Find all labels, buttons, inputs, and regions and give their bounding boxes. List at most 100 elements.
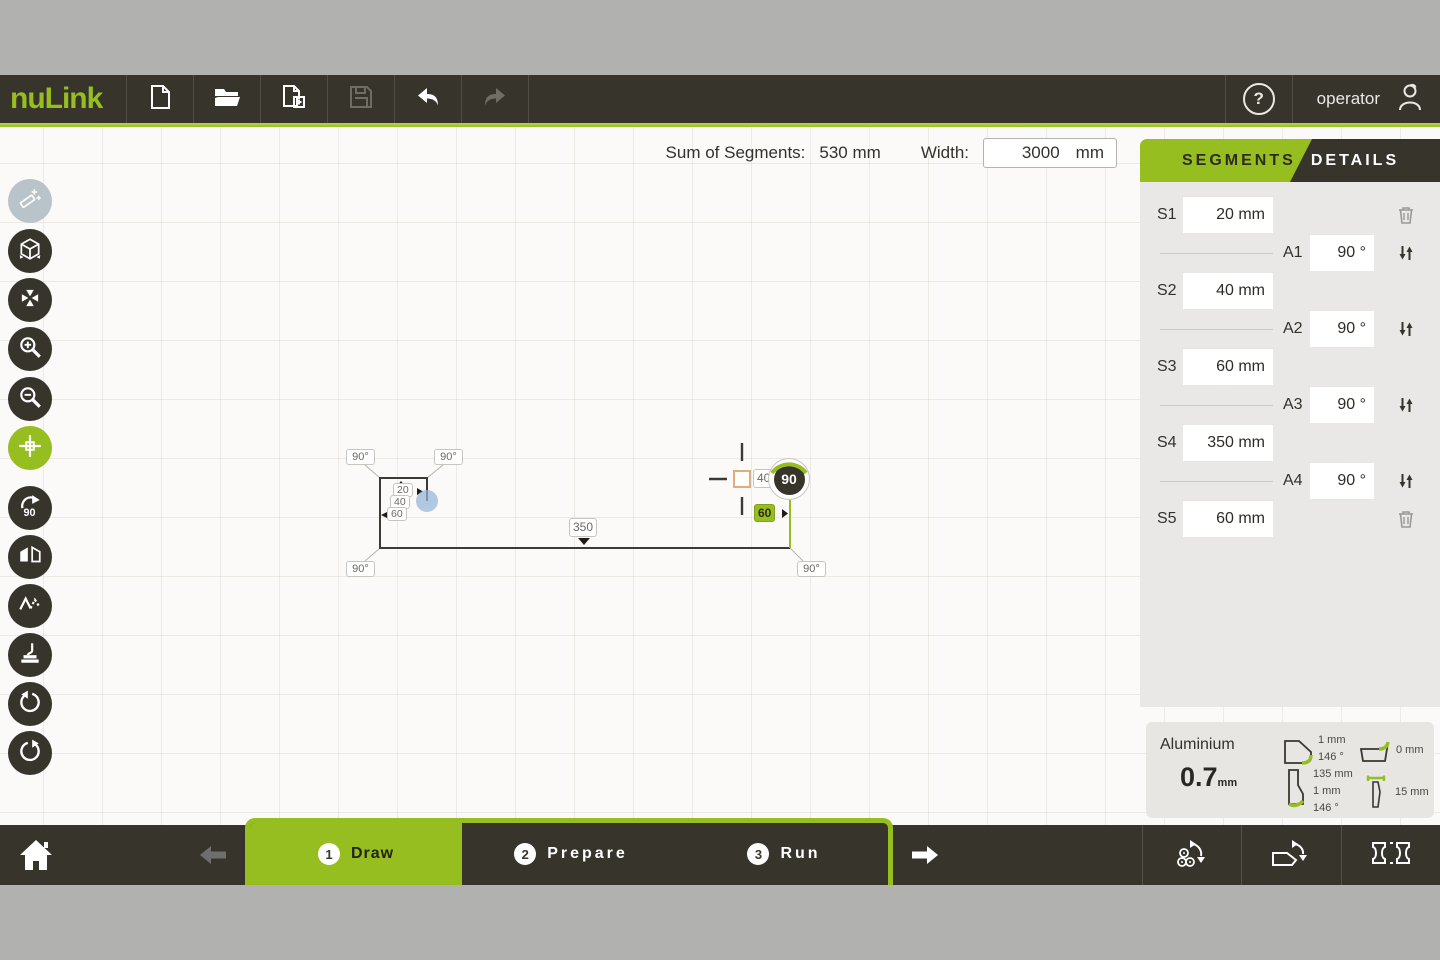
segment-row-s4: S4 350 mm xyxy=(1140,425,1440,461)
counter-tool-values: 0 mm xyxy=(1396,744,1424,756)
step-label: Prepare xyxy=(547,845,628,862)
app-window: nuLink xyxy=(0,75,1440,885)
corner-angle-callout: 90° xyxy=(797,561,826,577)
segment-row-s3: S3 60 mm xyxy=(1140,349,1440,385)
flip-angle-button[interactable] xyxy=(1394,393,1418,417)
step-label: Run xyxy=(780,845,821,862)
angle-id: A3 xyxy=(1283,396,1303,413)
home-icon xyxy=(18,840,54,876)
segment-length-input[interactable]: 40 mm xyxy=(1183,273,1273,309)
feed-rollers-button[interactable] xyxy=(1143,825,1241,885)
rotate-ccw-button[interactable] xyxy=(8,682,52,726)
machine-actions xyxy=(1142,825,1440,885)
rotate-cw-button[interactable] xyxy=(8,731,52,775)
segments-panel: DETAILS SEGMENTS S1 20 mm A1 90 ° xyxy=(1140,139,1440,707)
gauge-tool-icon xyxy=(1365,774,1387,815)
width-value: 3000 xyxy=(1021,143,1060,162)
upper-tool-icon xyxy=(1282,738,1314,771)
zoom-out-button[interactable] xyxy=(8,377,52,421)
sum-of-segments-label: Sum of Segments: xyxy=(665,143,806,162)
corner-angle-callout: 90° xyxy=(346,449,375,465)
segment-length-input[interactable]: 350 mm xyxy=(1183,425,1273,461)
segment-length-input[interactable]: 20 mm xyxy=(1183,197,1273,233)
tool-setup-button[interactable] xyxy=(1340,825,1440,885)
flip-angle-button[interactable] xyxy=(1394,317,1418,341)
flip-angle-button[interactable] xyxy=(1394,469,1418,493)
step-number-badge: 3 xyxy=(747,843,770,865)
toggle-bend-direction-button[interactable] xyxy=(8,584,52,628)
back-arrow-icon xyxy=(198,846,228,871)
redo-icon xyxy=(482,85,508,114)
segment-id: S5 xyxy=(1157,510,1177,527)
segment-id: S4 xyxy=(1157,434,1177,451)
press-tool-button[interactable] xyxy=(8,633,52,677)
user-menu[interactable]: operator xyxy=(1293,75,1440,123)
angle-row-a3: A3 90 ° xyxy=(1140,387,1440,423)
svg-text:90: 90 xyxy=(24,506,36,518)
tool-stations-icon xyxy=(1371,840,1411,871)
sum-of-segments-value: 530 mm xyxy=(819,143,881,162)
upper-tool-values: 1 mm 146 ° xyxy=(1318,734,1346,763)
save-icon xyxy=(349,85,373,114)
next-step-button[interactable] xyxy=(910,843,940,872)
press-stamp-icon xyxy=(17,640,43,671)
segment-id: S1 xyxy=(1157,206,1177,223)
segment-row-s5: S5 60 mm xyxy=(1140,501,1440,537)
import-file-icon xyxy=(281,84,307,115)
arrows-inward-icon xyxy=(17,285,43,316)
draw-point-tool-button[interactable] xyxy=(8,426,52,470)
active-angle-badge[interactable]: 90 xyxy=(768,458,810,500)
tab-segments[interactable]: SEGMENTS xyxy=(1140,139,1312,182)
step-prepare[interactable]: 2 Prepare xyxy=(462,823,680,885)
zoom-in-button[interactable] xyxy=(8,327,52,371)
mirror-button[interactable] xyxy=(8,535,52,579)
new-file-icon xyxy=(148,84,172,115)
material-panel[interactable]: Aluminium 0.7mm 1 mm 146 ° 0 mm 135 mm 1… xyxy=(1146,722,1434,818)
segment-length-input[interactable]: 60 mm xyxy=(1183,501,1273,537)
angle-input[interactable]: 90 ° xyxy=(1310,463,1374,499)
drawing-canvas[interactable]: Sum of Segments: 530 mm Width: 3000 mm xyxy=(0,127,1440,825)
rotate-90-button[interactable]: 90 xyxy=(8,486,52,530)
step-run[interactable]: 3 Run xyxy=(680,823,888,885)
zoom-in-icon xyxy=(17,334,43,365)
cut-sparkle-icon xyxy=(17,186,43,217)
mirror-icon xyxy=(17,542,43,573)
angle-row-a4: A4 90 ° xyxy=(1140,463,1440,499)
user-avatar-icon xyxy=(1396,82,1424,117)
bottom-navigation: 1 Draw 2 Prepare 3 Run xyxy=(0,818,1440,885)
lower-tool-icon xyxy=(1285,768,1307,813)
angle-id: A4 xyxy=(1283,472,1303,489)
canvas-header: Sum of Segments: 530 mm Width: 3000 mm xyxy=(666,138,1117,168)
material-name: Aluminium xyxy=(1160,736,1235,753)
angle-input[interactable]: 90 ° xyxy=(1310,235,1374,271)
toolbar-accent-rule xyxy=(0,123,1440,127)
angle-id: A2 xyxy=(1283,320,1303,337)
help-button[interactable]: ? xyxy=(1224,75,1293,123)
import-file-button[interactable] xyxy=(260,75,327,123)
help-icon: ? xyxy=(1242,83,1275,115)
redo-button[interactable] xyxy=(461,75,529,123)
rotate-cw-icon xyxy=(17,738,43,769)
fit-view-button[interactable] xyxy=(8,278,52,322)
start-point-handle[interactable] xyxy=(416,490,438,512)
open-file-button[interactable] xyxy=(193,75,260,123)
angle-input[interactable]: 90 ° xyxy=(1310,387,1374,423)
home-button[interactable] xyxy=(18,838,54,877)
back-step-button[interactable] xyxy=(198,843,228,872)
flip-angle-button[interactable] xyxy=(1394,241,1418,265)
segment-length-input[interactable]: 60 mm xyxy=(1183,349,1273,385)
cut-tool-button[interactable] xyxy=(8,179,52,223)
new-file-button[interactable] xyxy=(126,75,193,123)
delete-segment-button[interactable] xyxy=(1394,203,1418,227)
counter-tool-icon xyxy=(1358,740,1392,769)
delete-segment-button[interactable] xyxy=(1394,507,1418,531)
step-draw[interactable]: 1 Draw xyxy=(250,823,462,885)
flip-part-button[interactable] xyxy=(1241,825,1340,885)
angle-input[interactable]: 90 ° xyxy=(1310,311,1374,347)
width-input[interactable]: 3000 mm xyxy=(983,138,1117,168)
user-name-label: operator xyxy=(1316,89,1380,108)
view-3d-button[interactable] xyxy=(8,229,52,273)
undo-button[interactable] xyxy=(394,75,461,123)
panel-tabs: DETAILS SEGMENTS xyxy=(1140,139,1440,182)
save-button[interactable] xyxy=(327,75,394,123)
